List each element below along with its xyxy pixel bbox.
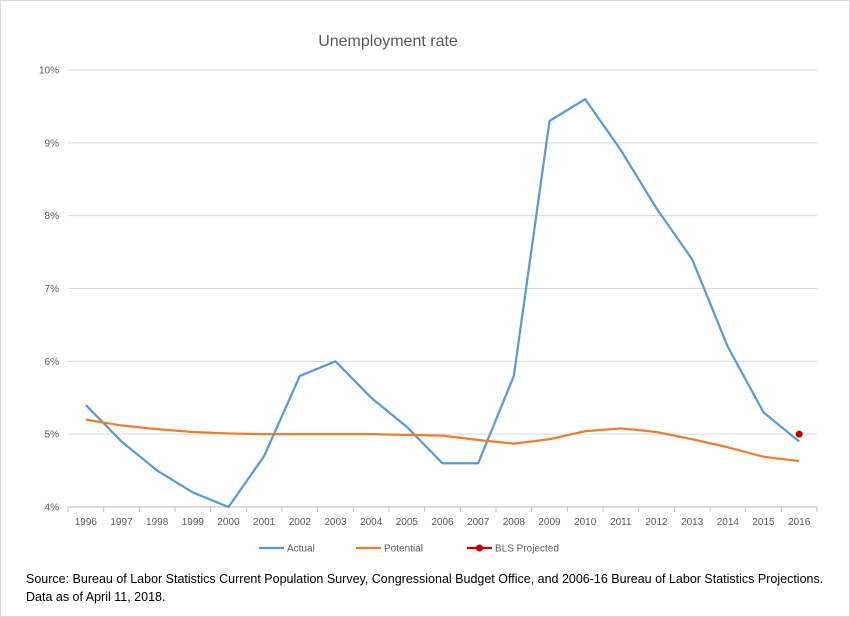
potential-line [85,418,800,463]
x-tick-label: 2001 [253,517,276,528]
legend-label-actual: Actual [287,544,315,555]
x-tick-label: 2002 [289,517,312,528]
x-tick-label: 2006 [431,517,454,528]
x-tick-label: 2013 [681,517,704,528]
x-tick-label: 2007 [467,517,490,528]
gridlines [68,69,817,435]
x-tick-label: 2005 [396,517,419,528]
y-tick-label: 8% [45,211,60,222]
source-note: Source: Bureau of Labor Statistics Curre… [26,570,836,606]
x-tick-label: 2004 [360,517,383,528]
x-tick-label: 2009 [538,517,561,528]
chart-title: Unemployment rate [318,33,458,50]
y-axis-tick-labels: 4% 5% 6% 7% 8% 9% 10% [39,66,59,514]
x-tick-label: 1999 [182,517,205,528]
y-tick-label: 4% [45,503,60,514]
x-tick-label: 2012 [645,517,668,528]
unemployment-rate-chart: Unemployment rate 4%5%6%7%8%9%10% 1996 19… [39,33,818,555]
x-tick-label: 2014 [717,517,740,528]
x-tick-label: 2011 [610,517,632,528]
x-axis [67,506,818,512]
x-tick-label: 1996 [75,517,98,528]
x-tick-label: 1998 [146,517,169,528]
y-tick-label: 5% [45,430,60,441]
actual-line [85,98,800,509]
x-tick-label: 2003 [324,517,347,528]
x-tick-label: 2015 [752,517,775,528]
x-tick-label: 2008 [503,517,526,528]
bls-projected-marker [795,430,803,438]
x-tick-label: 1997 [110,517,133,528]
y-tick-label: 9% [45,138,60,149]
y-tick-label: 7% [45,284,60,295]
x-axis-tick-labels: 1996 1997 1998 1999 2000 2001 2002 2003 2004 2005… [75,517,811,528]
x-tick-label: 2000 [217,517,240,528]
y-tick-label: 6% [45,357,60,368]
y-tick-label: 10% [39,66,59,77]
legend: Actual Potential BLS Projected [259,544,559,555]
plot-lines [85,98,803,509]
source-note-line-2: Data as of April 11, 2018. [26,590,166,604]
legend-marker-bls-projected [476,544,483,552]
legend-label-potential: Potential [384,544,423,555]
source-note-line-1: Source: Bureau of Labor Statistics Curre… [26,572,824,586]
x-tick-label: 2016 [788,517,811,528]
x-tick-label: 2010 [574,517,597,528]
legend-label-bls-projected: BLS Projected [495,544,559,555]
